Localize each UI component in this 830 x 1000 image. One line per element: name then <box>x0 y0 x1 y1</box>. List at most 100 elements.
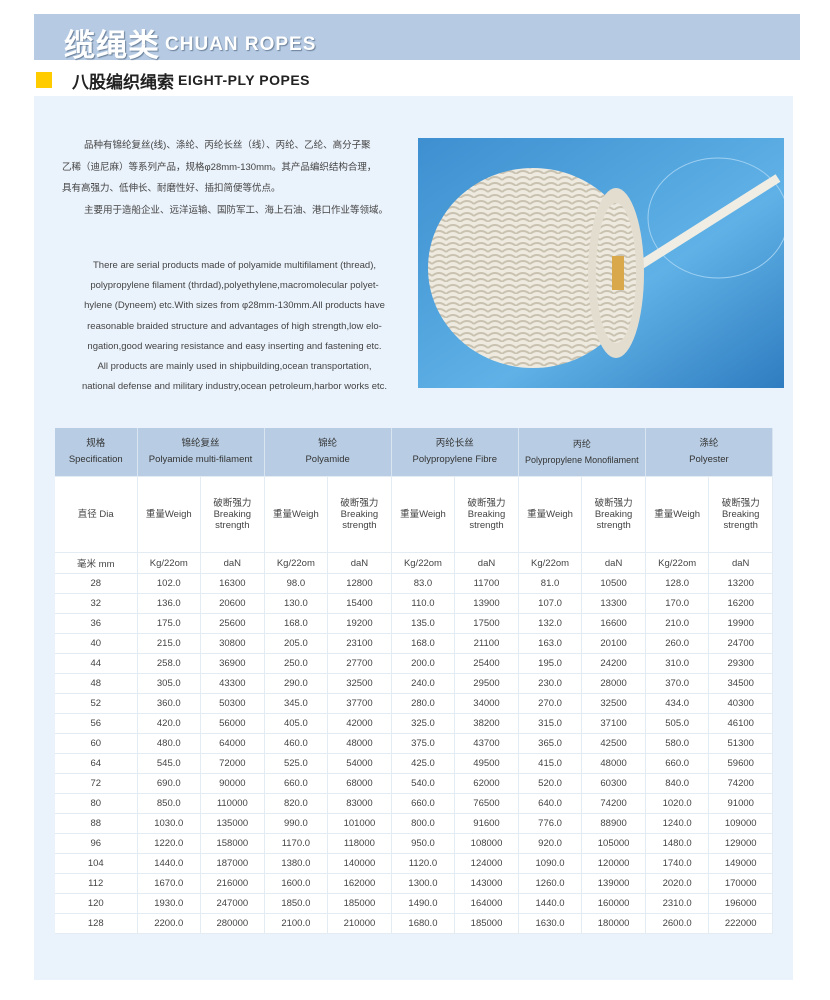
strength-cell: 139000 <box>581 873 646 894</box>
strength-cell: 222000 <box>708 913 773 934</box>
strength-cell: 50300 <box>200 693 265 714</box>
table-row: 104 1440.0 187000 1380.0 140000 1120.0 124000 1… <box>55 853 773 874</box>
strength-cell: 48000 <box>581 753 646 774</box>
weight-cell: 1090.0 <box>518 853 583 874</box>
strength-cell: 280000 <box>200 913 265 934</box>
strength-cell: 20100 <box>581 633 646 654</box>
weight-cell: 415.0 <box>518 753 583 774</box>
weight-cell: 540.0 <box>391 773 456 794</box>
weight-cell: 525.0 <box>264 753 329 774</box>
diameter-cell: 56 <box>55 713 138 734</box>
weight-cell: 107.0 <box>518 593 583 614</box>
weight-cell: 990.0 <box>264 813 329 834</box>
description-line: 主要用于造船企业、远洋运输、国防军工、海上石油、港口作业等领域。 <box>84 204 389 216</box>
strength-cell: 180000 <box>581 913 646 934</box>
table-row: 112 1670.0 216000 1600.0 162000 1300.0 143000 1… <box>55 873 773 894</box>
weight-cell: 405.0 <box>264 713 329 734</box>
strength-cell: 109000 <box>708 813 773 834</box>
diameter-cell: 72 <box>55 773 138 794</box>
material-header: 锦纶 Polyamide <box>264 428 392 477</box>
table-row: 72 690.0 90000 660.0 68000 540.0 62000 520.0 603… <box>55 773 773 794</box>
weight-cell: 1630.0 <box>518 913 583 934</box>
diameter-cell: 48 <box>55 673 138 694</box>
description-line: All products are mainly used in shipbuil… <box>97 361 372 373</box>
strength-cell: 38200 <box>454 713 519 734</box>
unit-dia: 毫米 mm <box>55 552 138 574</box>
strength-cell: 164000 <box>454 893 519 914</box>
strength-cell: 59600 <box>708 753 773 774</box>
material-header-row: 规格 Specification 锦纶复丝 Polyamide multi-fila… <box>55 428 774 477</box>
weight-header: 重量Weigh <box>518 476 583 553</box>
page-banner: 缆绳类 CHUAN ROPES <box>34 14 800 63</box>
weight-cell: 660.0 <box>645 753 710 774</box>
diameter-cell: 120 <box>55 893 138 914</box>
table-row: 60 480.0 64000 460.0 48000 375.0 43700 365.0 425… <box>55 733 773 754</box>
weight-cell: 2020.0 <box>645 873 710 894</box>
description-line: hylene (Dyneem) etc.With sizes from φ28m… <box>84 300 385 312</box>
table-row: 96 1220.0 158000 1170.0 118000 950.0 108000 920… <box>55 833 773 854</box>
strength-cell: 118000 <box>327 833 392 854</box>
weight-cell: 163.0 <box>518 633 583 654</box>
weight-cell: 110.0 <box>391 593 456 614</box>
strength-cell: 24200 <box>581 653 646 674</box>
weight-cell: 480.0 <box>137 733 202 754</box>
strength-cell: 76500 <box>454 793 519 814</box>
weight-cell: 360.0 <box>137 693 202 714</box>
table-row: 128 2200.0 280000 2100.0 210000 1680.0 185000 1… <box>55 913 773 934</box>
description-line: 品种有锦纶复丝(线)、涤纶、丙纶长丝（线）、丙纶、乙纶、高分子聚 <box>84 140 371 151</box>
strength-cell: 36900 <box>200 653 265 674</box>
section-title-cn: 八股编织绳索 <box>72 72 174 92</box>
strength-cell: 37100 <box>581 713 646 734</box>
strength-cell: 13900 <box>454 593 519 614</box>
weight-cell: 2600.0 <box>645 913 710 934</box>
strength-header: 破断强力 Breaking strength <box>454 476 519 553</box>
diameter-cell: 112 <box>55 873 138 894</box>
diameter-cell: 96 <box>55 833 138 854</box>
strength-cell: 37700 <box>327 693 392 714</box>
weight-cell: 1440.0 <box>137 853 202 874</box>
weight-cell: 1600.0 <box>264 873 329 894</box>
weight-cell: 1240.0 <box>645 813 710 834</box>
section-title-en: EIGHT-PLY POPES <box>178 72 310 88</box>
weight-cell: 83.0 <box>391 573 456 594</box>
description-line: 具有高强力、低伸长、耐磨性好、插扣简便等优点。 <box>62 183 281 194</box>
weight-cell: 135.0 <box>391 613 456 634</box>
table-row: 40 215.0 30800 205.0 23100 168.0 21100 163.0 201… <box>55 633 773 654</box>
weight-header: 重量Weigh <box>137 476 202 553</box>
weight-cell: 660.0 <box>391 793 456 814</box>
weight-cell: 81.0 <box>518 573 583 594</box>
strength-cell: 24700 <box>708 633 773 654</box>
strength-cell: 108000 <box>454 833 519 854</box>
weight-cell: 950.0 <box>391 833 456 854</box>
strength-cell: 105000 <box>581 833 646 854</box>
unit-strength: daN <box>200 552 265 574</box>
strength-cell: 140000 <box>327 853 392 874</box>
weight-cell: 434.0 <box>645 693 710 714</box>
weight-cell: 1850.0 <box>264 893 329 914</box>
strength-cell: 27700 <box>327 653 392 674</box>
strength-cell: 216000 <box>200 873 265 894</box>
weight-cell: 375.0 <box>391 733 456 754</box>
weight-cell: 325.0 <box>391 713 456 734</box>
strength-cell: 40300 <box>708 693 773 714</box>
weight-cell: 2200.0 <box>137 913 202 934</box>
strength-cell: 11700 <box>454 573 519 594</box>
strength-cell: 88900 <box>581 813 646 834</box>
strength-cell: 196000 <box>708 893 773 914</box>
table-row: 28 102.0 16300 98.0 12800 83.0 11700 81.0 10500 1… <box>55 573 773 594</box>
strength-cell: 62000 <box>454 773 519 794</box>
strength-cell: 110000 <box>200 793 265 814</box>
strength-cell: 64000 <box>200 733 265 754</box>
unit-weight: Kg/22om <box>391 552 456 574</box>
diameter-cell: 104 <box>55 853 138 874</box>
unit-strength: daN <box>454 552 519 574</box>
weight-cell: 1170.0 <box>264 833 329 854</box>
strength-cell: 91600 <box>454 813 519 834</box>
diameter-cell: 80 <box>55 793 138 814</box>
strength-cell: 83000 <box>327 793 392 814</box>
unit-weight: Kg/22om <box>518 552 583 574</box>
section-marker-icon <box>36 72 52 88</box>
strength-cell: 51300 <box>708 733 773 754</box>
strength-cell: 16300 <box>200 573 265 594</box>
weight-cell: 315.0 <box>518 713 583 734</box>
